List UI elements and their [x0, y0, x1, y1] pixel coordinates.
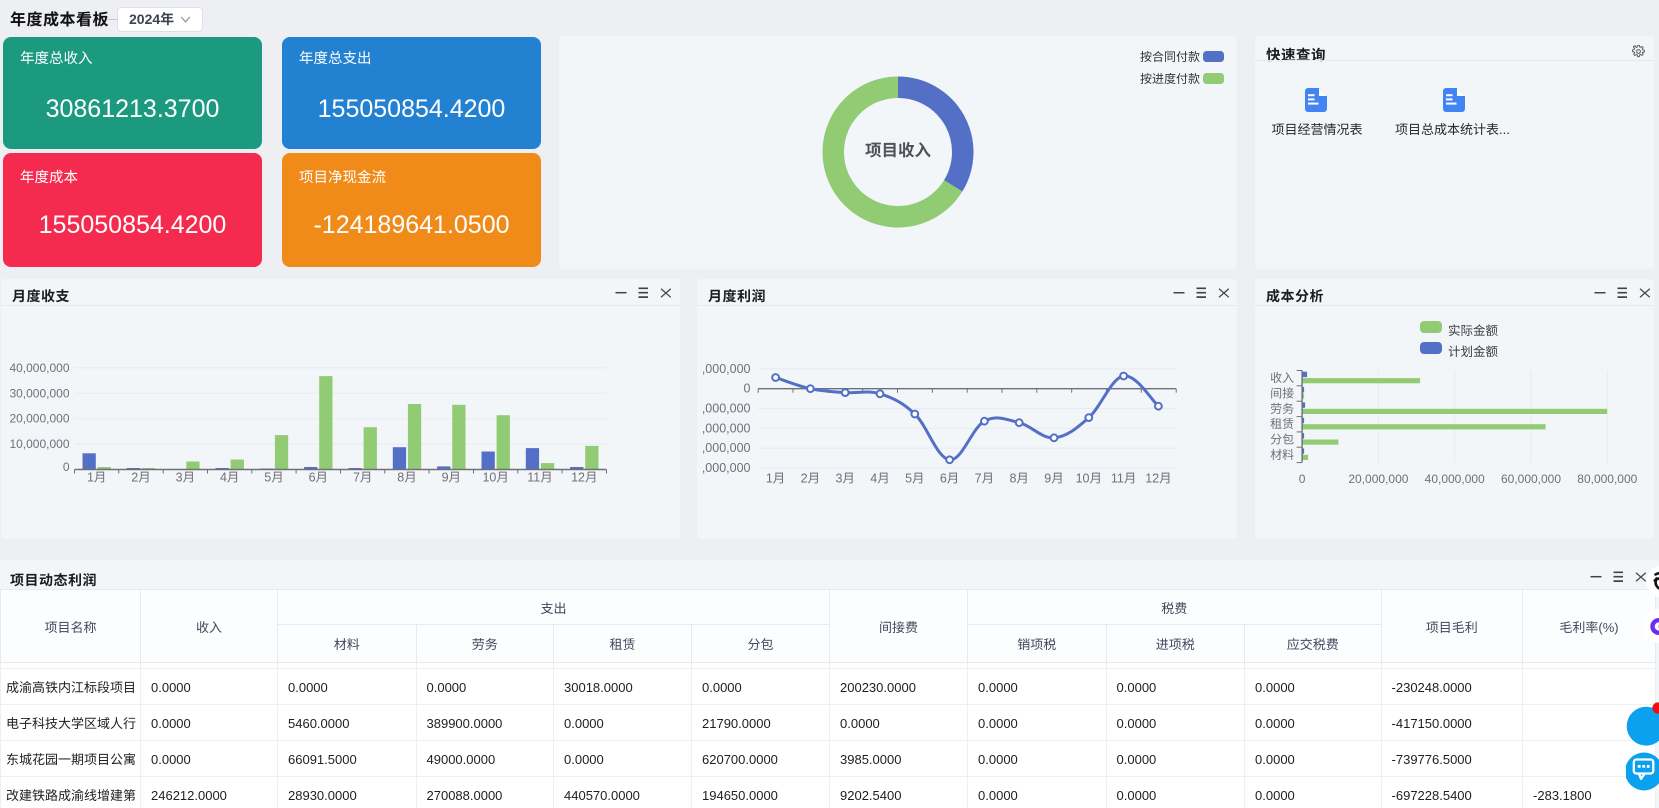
svg-text:7月: 7月 [975, 468, 994, 487]
svg-text:10月: 10月 [1076, 468, 1102, 487]
svg-text:20,000,000: 20,000,000 [1348, 470, 1408, 487]
svg-text:,000,000: ,000,000 [702, 437, 751, 456]
svg-text:6月: 6月 [309, 467, 328, 486]
svg-text:1月: 1月 [87, 467, 106, 486]
svg-text:2月: 2月 [801, 468, 820, 487]
svg-text:11月: 11月 [1111, 468, 1136, 487]
svg-text:6月: 6月 [940, 468, 959, 487]
svg-text:3月: 3月 [835, 468, 854, 487]
svg-text:8月: 8月 [1009, 468, 1028, 487]
svg-text:,000,000: ,000,000 [702, 457, 751, 476]
svg-text:,000,000: ,000,000 [702, 417, 751, 436]
svg-text:0: 0 [1299, 470, 1306, 487]
svg-text:8月: 8月 [397, 467, 416, 486]
svg-text:0: 0 [744, 378, 751, 397]
svg-text:1月: 1月 [766, 468, 785, 487]
svg-text:,000,000: ,000,000 [702, 398, 751, 417]
svg-text:,000,000: ,000,000 [702, 358, 751, 377]
svg-text:4月: 4月 [220, 467, 239, 486]
svg-text:10,000,000: 10,000,000 [9, 435, 69, 452]
svg-text:3月: 3月 [176, 467, 195, 486]
svg-text:收入: 收入 [1270, 369, 1294, 386]
svg-text:5月: 5月 [264, 467, 283, 486]
svg-text:0: 0 [63, 458, 70, 475]
svg-text:9月: 9月 [442, 467, 461, 486]
svg-text:20,000,000: 20,000,000 [9, 410, 69, 427]
svg-text:60,000,000: 60,000,000 [1501, 470, 1561, 487]
svg-text:分包: 分包 [1270, 431, 1294, 448]
svg-text:40,000,000: 40,000,000 [9, 359, 69, 376]
svg-text:11月: 11月 [527, 467, 552, 486]
svg-text:租赁: 租赁 [1270, 415, 1294, 432]
svg-text:材料: 材料 [1270, 446, 1294, 463]
svg-text:7月: 7月 [353, 467, 372, 486]
svg-text:12月: 12月 [1145, 468, 1171, 487]
svg-text:40,000,000: 40,000,000 [1425, 470, 1485, 487]
svg-text:9月: 9月 [1044, 468, 1063, 487]
svg-text:5月: 5月 [905, 468, 924, 487]
svg-text:间接: 间接 [1270, 385, 1294, 402]
svg-text:4月: 4月 [870, 468, 889, 487]
svg-text:12月: 12月 [571, 467, 597, 486]
svg-text:80,000,000: 80,000,000 [1577, 470, 1637, 487]
svg-text:10月: 10月 [482, 467, 508, 486]
svg-text:30,000,000: 30,000,000 [9, 384, 69, 401]
svg-text:2月: 2月 [131, 467, 150, 486]
svg-text:劳务: 劳务 [1270, 400, 1294, 417]
